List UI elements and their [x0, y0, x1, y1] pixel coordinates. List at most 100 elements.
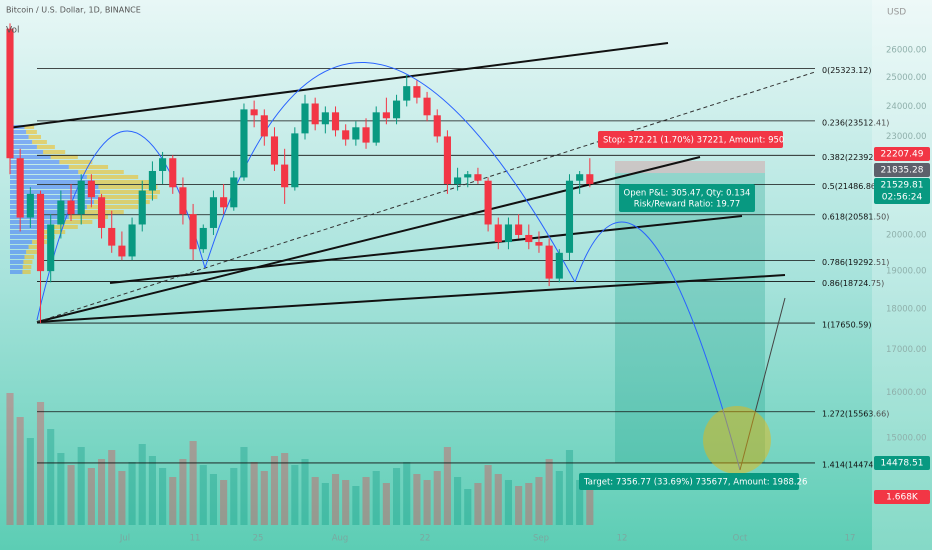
- price-tick: 25000.00: [886, 73, 927, 83]
- volume-bar: [97, 459, 106, 525]
- volume-bar: [87, 468, 95, 525]
- volume-bar: [250, 462, 258, 525]
- profile-bar: [28, 245, 42, 249]
- candle-body: [474, 174, 482, 181]
- profile-bar: [10, 135, 29, 139]
- fib-label: 0.5(21486.86): [822, 182, 879, 191]
- profile-bar: [43, 150, 66, 154]
- target-label-box: [579, 473, 799, 490]
- volume-bar: [474, 483, 482, 525]
- target-label: Target: 7356.77 (33.69%) 735677, Amount:…: [583, 478, 807, 488]
- candle-body: [16, 158, 24, 218]
- price-tick: 26000.00: [886, 46, 927, 56]
- volume-bar: [311, 477, 319, 525]
- price-tick: 20000.00: [886, 230, 927, 240]
- profile-bar: [100, 190, 160, 194]
- profile-bar: [86, 175, 139, 179]
- pnl-box: [619, 184, 755, 212]
- candle-body: [6, 28, 14, 159]
- candle-body: [545, 245, 553, 279]
- candle-body: [230, 177, 238, 208]
- price-tag: [874, 147, 930, 161]
- price-tags: 22207.49 21835.28 21529.81 02:56:24 14478.51…: [874, 147, 930, 504]
- volume-bar: [586, 489, 594, 525]
- fib-label: 1(17650.59): [822, 321, 872, 330]
- profile-bar: [24, 125, 35, 129]
- price-tag: [874, 490, 930, 504]
- candle-body: [525, 234, 533, 243]
- volume-bar: [159, 468, 167, 525]
- volume-bar: [26, 438, 34, 525]
- candle-body: [250, 109, 258, 116]
- candle-body: [128, 224, 136, 257]
- candle-body: [433, 115, 441, 137]
- volume-bar: [6, 393, 14, 525]
- candle-body: [586, 174, 594, 184]
- profile-bar: [26, 250, 37, 254]
- volume-bar: [515, 486, 523, 525]
- candle-body: [494, 224, 502, 243]
- fib-label: 0.382(22392.22): [822, 153, 889, 162]
- price-tick: 16000.00: [886, 388, 927, 398]
- candle-body: [321, 112, 329, 125]
- candle-body: [118, 245, 126, 257]
- candle-body: [108, 227, 116, 246]
- profile-bar: [10, 175, 87, 179]
- profile-bar: [10, 155, 51, 159]
- profile-bar: [10, 270, 23, 274]
- price-tick: 17000.00: [886, 345, 927, 355]
- volume-bar: [118, 471, 126, 525]
- profile-bar: [10, 130, 27, 134]
- candle-body: [464, 174, 472, 178]
- volume-bar: [199, 465, 207, 525]
- profile-bar: [10, 240, 33, 244]
- candle-body: [403, 86, 411, 101]
- volume-bar: [47, 429, 55, 525]
- profile-bar: [10, 245, 29, 249]
- candle-body: [331, 112, 340, 131]
- volume-bar: [331, 474, 340, 525]
- time-label: Oct: [733, 534, 748, 544]
- price-tag-label: 1.668K: [886, 493, 919, 503]
- profile-bar: [22, 270, 31, 274]
- candle-body: [57, 200, 65, 225]
- candle-body: [67, 200, 75, 215]
- candle-body: [26, 193, 34, 218]
- pnl-label: Open P&L: 305.47, Qty: 0.134: [624, 189, 751, 199]
- volume-bar: [57, 453, 65, 525]
- profile-bar: [36, 145, 55, 149]
- price-tag-label: 21835.28: [881, 166, 924, 176]
- volume-bar: [545, 459, 553, 525]
- price-tag: [874, 178, 930, 204]
- candle-body: [555, 252, 563, 279]
- volume-bars: [6, 393, 594, 525]
- volume-bar: [16, 417, 24, 525]
- profile-bar: [10, 210, 79, 214]
- projection-line: [739, 297, 786, 471]
- profile-bar: [10, 250, 27, 254]
- time-label: 25: [253, 534, 264, 544]
- volume-bar: [464, 489, 472, 525]
- candle-body: [169, 158, 177, 188]
- volume-bar: [77, 447, 85, 525]
- profile-bar: [50, 225, 78, 229]
- candle-body: [220, 197, 228, 208]
- profile-bar: [78, 170, 124, 174]
- time-label: 22: [420, 534, 431, 544]
- profile-bar: [10, 230, 44, 234]
- volume-bar: [108, 450, 116, 525]
- price-tick: 15000.00: [886, 433, 927, 443]
- profile-bar: [28, 135, 42, 139]
- volume-bar: [148, 456, 156, 525]
- time-label: 17: [845, 534, 856, 544]
- time-axis: Jul 11 25 Aug 22 Sep 12 Oct 17: [119, 534, 856, 544]
- volume-bar: [443, 447, 451, 525]
- candle-body: [36, 193, 45, 272]
- volume-bar: [565, 450, 574, 525]
- time-label: 12: [617, 534, 628, 544]
- candle-body: [352, 127, 360, 140]
- volume-bar: [67, 465, 75, 525]
- trend-line: [36, 274, 786, 323]
- profile-bar: [93, 180, 150, 184]
- volume-bar: [342, 480, 350, 525]
